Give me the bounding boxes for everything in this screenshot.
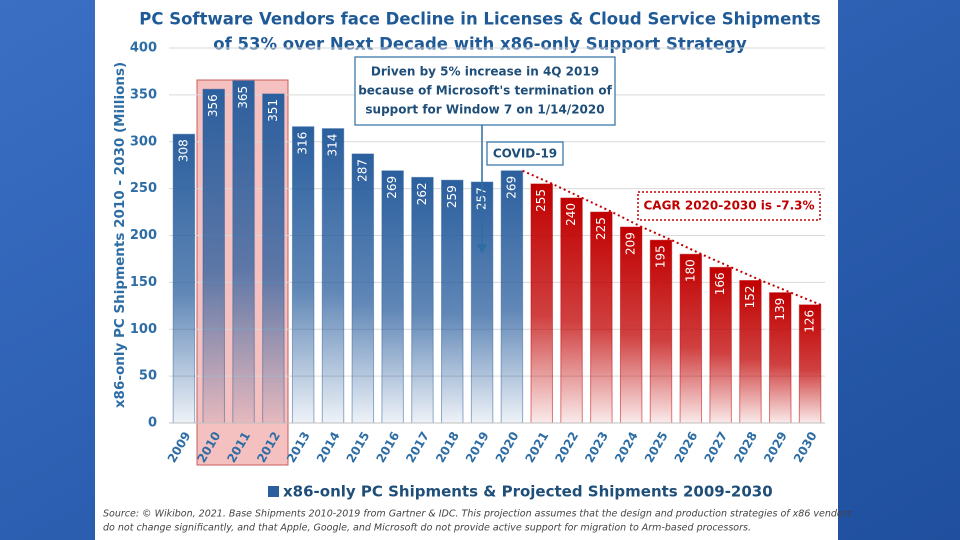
value-label: 152 bbox=[743, 286, 757, 309]
y-axis-title: x86-only PC Shipments 2010 - 2030 (Milli… bbox=[112, 62, 128, 408]
value-label: 240 bbox=[564, 203, 578, 226]
bar bbox=[262, 93, 285, 424]
y-tick-label: 50 bbox=[139, 369, 157, 384]
bar bbox=[619, 226, 643, 424]
bar bbox=[500, 170, 524, 424]
bar bbox=[590, 211, 613, 424]
arrow-head bbox=[477, 244, 487, 254]
cagr-box bbox=[637, 191, 821, 221]
bar bbox=[172, 133, 196, 424]
chart-title: of 53% over Next Decade with x86-only Su… bbox=[213, 35, 747, 54]
value-label: 351 bbox=[266, 99, 280, 122]
value-label: 308 bbox=[176, 139, 190, 162]
bar bbox=[351, 153, 375, 424]
note-box bbox=[354, 56, 616, 126]
value-label: 139 bbox=[773, 298, 787, 321]
value-label: 269 bbox=[504, 176, 518, 199]
value-label: 225 bbox=[594, 217, 608, 240]
value-label: 287 bbox=[355, 159, 369, 182]
source-text: Source: © Wikibon, 2021. Base Shipments … bbox=[103, 509, 852, 520]
y-tick-label: 250 bbox=[130, 181, 157, 196]
legend-swatch bbox=[268, 486, 279, 497]
y-tick-label: 150 bbox=[130, 275, 157, 290]
value-label: 262 bbox=[415, 182, 429, 205]
note-text: support for Window 7 on 1/14/2020 bbox=[365, 103, 604, 117]
value-label: 269 bbox=[385, 176, 399, 199]
y-tick-label: 200 bbox=[130, 228, 157, 243]
bar bbox=[560, 197, 583, 424]
covid-text: COVID-19 bbox=[493, 147, 557, 161]
value-label: 356 bbox=[206, 94, 220, 117]
bar bbox=[381, 170, 404, 424]
note-text: because of Microsoft's termination of bbox=[358, 84, 612, 98]
legend-label: x86-only PC Shipments & Projected Shipme… bbox=[283, 483, 773, 501]
value-label: 259 bbox=[445, 185, 459, 208]
value-label: 209 bbox=[624, 232, 638, 255]
bar bbox=[441, 179, 464, 424]
y-tick-label: 400 bbox=[130, 41, 157, 56]
bar bbox=[411, 176, 434, 424]
value-label: 255 bbox=[534, 189, 548, 212]
source-text: do not change significantly, and that Ap… bbox=[103, 523, 751, 534]
y-tick-label: 100 bbox=[130, 322, 157, 337]
cagr-text: CAGR 2020-2030 is -7.3% bbox=[643, 199, 814, 213]
value-label: 316 bbox=[296, 132, 310, 155]
value-label: 126 bbox=[803, 310, 817, 333]
value-label: 314 bbox=[326, 134, 340, 157]
bar bbox=[530, 183, 553, 424]
y-tick-label: 350 bbox=[130, 87, 157, 102]
bar bbox=[202, 88, 225, 424]
value-label: 195 bbox=[654, 245, 668, 268]
y-tick-label: 0 bbox=[148, 416, 157, 431]
value-label: 166 bbox=[713, 272, 727, 295]
chart-title: PC Software Vendors face Decline in Lice… bbox=[139, 10, 821, 29]
y-tick-label: 300 bbox=[130, 134, 157, 149]
bar bbox=[232, 80, 255, 424]
value-label: 365 bbox=[236, 86, 250, 109]
note-text: Driven by 5% increase in 4Q 2019 bbox=[371, 65, 599, 79]
bar bbox=[291, 126, 315, 424]
covid-box bbox=[486, 141, 564, 166]
value-label: 180 bbox=[683, 259, 697, 282]
bar bbox=[321, 128, 345, 424]
